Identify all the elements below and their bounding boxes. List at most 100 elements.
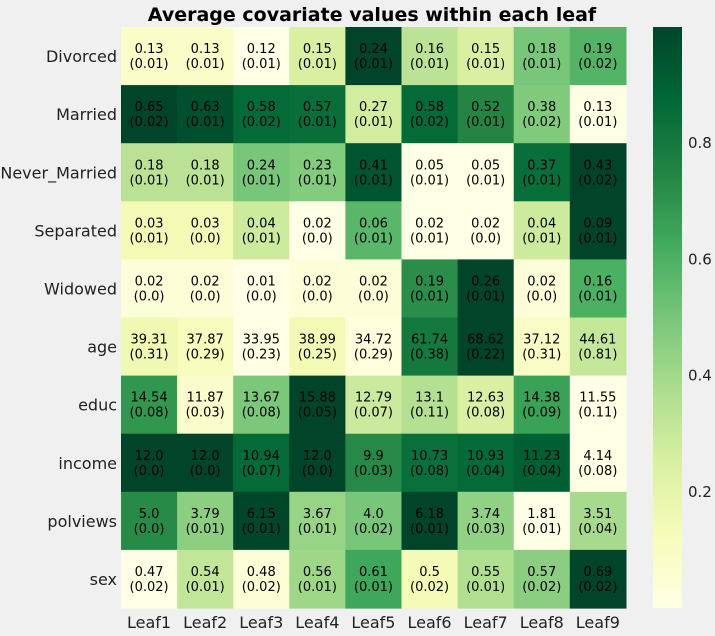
cell-error-label: (0.22) bbox=[466, 348, 505, 363]
cell-error-label: (0.01) bbox=[186, 57, 225, 72]
row-label: educ bbox=[78, 396, 117, 415]
heatmap-cell-fill bbox=[401, 317, 459, 377]
heatmap-cell: 0.58(0.02) bbox=[401, 85, 459, 144]
heatmap-cell: 6.18(0.01) bbox=[401, 491, 459, 551]
cell-value-label: 10.73 bbox=[411, 449, 448, 464]
heatmap-cell-fill bbox=[569, 259, 627, 319]
heatmap-cell: 5.0(0.0) bbox=[121, 491, 178, 551]
heatmap-cell: 0.52(0.01) bbox=[457, 85, 515, 144]
colorbar-tick-label: 0.6 bbox=[688, 250, 712, 268]
cell-error-label: (0.0) bbox=[526, 289, 557, 304]
heatmap-cell-fill bbox=[569, 375, 627, 435]
heatmap-cell: 0.5(0.02) bbox=[401, 549, 459, 609]
row-label: Widowed bbox=[44, 279, 117, 298]
cell-error-label: (0.31) bbox=[522, 348, 561, 363]
heatmap-cell: 0.16(0.01) bbox=[569, 259, 627, 319]
heatmap-cell-fill bbox=[513, 143, 571, 202]
cell-value-label: 0.03 bbox=[135, 216, 164, 231]
heatmap-cell: 0.57(0.02) bbox=[513, 549, 571, 609]
cell-value-label: 0.37 bbox=[527, 158, 556, 173]
heatmap-cell-fill bbox=[345, 317, 403, 377]
heatmap-cell: 0.18(0.01) bbox=[121, 143, 178, 202]
cell-error-label: (0.38) bbox=[410, 348, 449, 363]
cell-value-label: 9.9 bbox=[363, 449, 384, 464]
colorbar-tick: 0.2 bbox=[688, 483, 712, 501]
heatmap-cell: 0.19(0.01) bbox=[401, 259, 459, 319]
heatmap-cell-fill bbox=[177, 549, 234, 609]
cell-error-label: (0.01) bbox=[298, 57, 337, 72]
heatmap-cell-fill bbox=[457, 549, 515, 609]
heatmap-cell: 0.02(0.0) bbox=[177, 259, 234, 319]
heatmap-cell: 12.0(0.0) bbox=[177, 433, 234, 493]
heatmap-cell: 0.02(0.0) bbox=[121, 259, 178, 319]
cell-error-label: (0.08) bbox=[130, 406, 169, 421]
heatmap-cell: 10.73(0.08) bbox=[401, 433, 459, 493]
cell-value-label: 0.02 bbox=[359, 274, 388, 289]
heatmap-cell: 0.24(0.01) bbox=[233, 143, 290, 202]
heatmap-cell-fill bbox=[289, 259, 346, 319]
cell-error-label: (0.01) bbox=[466, 173, 505, 188]
cell-value-label: 0.02 bbox=[191, 274, 220, 289]
heatmap-cell-fill bbox=[177, 201, 234, 260]
cell-value-label: 68.62 bbox=[467, 333, 504, 348]
cell-value-label: 14.38 bbox=[523, 391, 560, 406]
cell-error-label: (0.0) bbox=[190, 231, 221, 246]
cell-error-label: (0.01) bbox=[186, 173, 225, 188]
cell-value-label: 37.12 bbox=[523, 333, 560, 348]
cell-error-label: (0.01) bbox=[578, 115, 617, 130]
heatmap-cell: 9.9(0.03) bbox=[345, 433, 403, 493]
cell-error-label: (0.01) bbox=[130, 173, 169, 188]
heatmap-cell-fill bbox=[401, 201, 459, 260]
heatmap-cell: 44.61(0.81) bbox=[569, 317, 627, 377]
heatmap-cell-fill bbox=[401, 143, 459, 202]
heatmap-cell: 15.88(0.05) bbox=[289, 375, 346, 435]
heatmap-cell: 68.62(0.22) bbox=[457, 317, 515, 377]
heatmap-cell: 3.74(0.03) bbox=[457, 491, 515, 551]
cell-error-label: (0.01) bbox=[354, 115, 393, 130]
heatmap-cell: 0.61(0.01) bbox=[345, 549, 403, 609]
cell-error-label: (0.01) bbox=[578, 289, 617, 304]
heatmap-cells: 0.13(0.01)0.13(0.01)0.12(0.01)0.15(0.01)… bbox=[121, 27, 627, 609]
cell-value-label: 13.67 bbox=[243, 391, 280, 406]
cell-value-label: 0.13 bbox=[135, 42, 164, 57]
heatmap-cell-fill bbox=[121, 143, 178, 202]
heatmap-cell: 61.74(0.38) bbox=[401, 317, 459, 377]
cell-value-label: 0.61 bbox=[359, 565, 388, 580]
heatmap-cell-fill bbox=[177, 143, 234, 202]
cell-error-label: (0.01) bbox=[578, 231, 617, 246]
heatmap-cell: 0.63(0.01) bbox=[177, 85, 234, 144]
heatmap-cell-fill bbox=[177, 27, 234, 86]
heatmap-cell-fill bbox=[345, 85, 403, 144]
cell-error-label: (0.01) bbox=[354, 173, 393, 188]
heatmap-cell-fill bbox=[569, 549, 627, 609]
heatmap-cell-fill bbox=[345, 491, 403, 551]
heatmap-cell-fill bbox=[513, 549, 571, 609]
cell-error-label: (0.0) bbox=[190, 289, 221, 304]
cell-value-label: 0.04 bbox=[527, 216, 556, 231]
heatmap-cell-fill bbox=[513, 491, 571, 551]
heatmap-cell: 0.57(0.01) bbox=[289, 85, 346, 144]
cell-error-label: (0.01) bbox=[522, 522, 561, 537]
chart-title: Average covariate values within each lea… bbox=[148, 4, 597, 26]
cell-value-label: 12.0 bbox=[303, 449, 332, 464]
cell-error-label: (0.01) bbox=[522, 57, 561, 72]
column-label: Leaf7 bbox=[464, 613, 508, 632]
cell-value-label: 3.67 bbox=[303, 507, 332, 522]
heatmap-cell: 0.05(0.01) bbox=[401, 143, 459, 202]
cell-error-label: (0.03) bbox=[186, 406, 225, 421]
heatmap-cell-fill bbox=[345, 201, 403, 260]
heatmap-cell: 0.26(0.01) bbox=[457, 259, 515, 319]
column-label: Leaf2 bbox=[183, 613, 227, 632]
cell-value-label: 0.02 bbox=[303, 216, 332, 231]
cell-value-label: 0.24 bbox=[247, 158, 276, 173]
heatmap-cell: 0.48(0.02) bbox=[233, 549, 290, 609]
heatmap-cell: 34.72(0.29) bbox=[345, 317, 403, 377]
cell-value-label: 0.06 bbox=[359, 216, 388, 231]
heatmap-cell-fill bbox=[513, 317, 571, 377]
heatmap-cell: 0.02(0.01) bbox=[401, 201, 459, 260]
column-label: Leaf8 bbox=[520, 613, 564, 632]
heatmap-cell-fill bbox=[345, 549, 403, 609]
heatmap-cell: 0.41(0.01) bbox=[345, 143, 403, 202]
heatmap-cell-fill bbox=[177, 317, 234, 377]
heatmap-cell-fill bbox=[457, 259, 515, 319]
